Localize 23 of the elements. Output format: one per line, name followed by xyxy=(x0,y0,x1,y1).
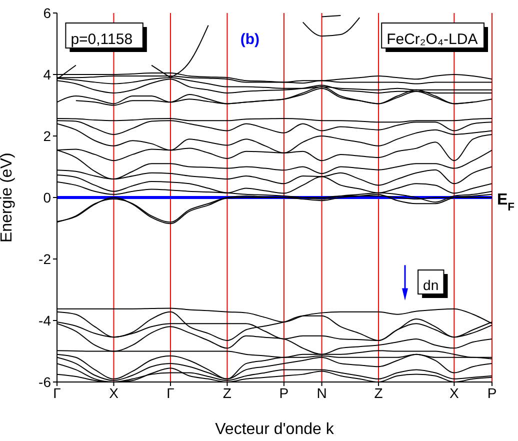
x-tick-label: Γ xyxy=(166,384,175,401)
x-tick-label: Γ xyxy=(53,384,62,401)
y-axis-title: Energie (eV) xyxy=(0,152,16,242)
y-tick-label: 6 xyxy=(43,4,52,21)
y-tick-label: -2 xyxy=(38,250,52,267)
x-tick-label: P xyxy=(279,384,289,401)
y-tick-label: 4 xyxy=(43,66,52,82)
x-tick-label: Z xyxy=(374,384,384,401)
annotation: dn xyxy=(423,277,439,293)
y-tick-label: -6 xyxy=(38,374,52,390)
y-tick-label: 0 xyxy=(43,189,52,206)
x-tick-label: P xyxy=(487,384,497,401)
ref-line-label: E$_{F}$ xyxy=(497,192,515,214)
x-tick-label: N xyxy=(316,384,327,401)
x-tick-label: X xyxy=(109,384,120,401)
x-axis-title: Vecteur d'onde k xyxy=(215,421,335,438)
x-tick-label: Z xyxy=(222,384,232,401)
annotation: p=0,1158 xyxy=(70,31,133,48)
x-tick-label: X xyxy=(450,384,460,401)
annotation: (b) xyxy=(240,31,260,48)
annotation: FeCr₂O₄-LDA xyxy=(386,31,478,48)
y-tick-label: -4 xyxy=(38,312,52,328)
y-tick-label: 2 xyxy=(43,128,52,144)
